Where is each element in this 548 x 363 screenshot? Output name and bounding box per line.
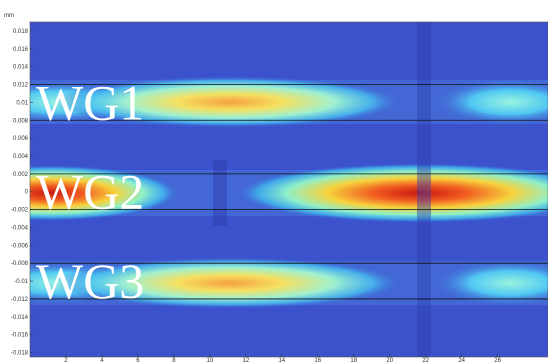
field-lobe <box>235 163 548 223</box>
x-tick-label: 2 <box>64 358 68 363</box>
y-tick-label: -0.01 <box>14 279 28 285</box>
field-lobe <box>55 257 405 309</box>
y-tick-label: -0.016 <box>11 333 29 339</box>
y-tick-label: 0.016 <box>13 47 29 53</box>
x-tick-label: 24 <box>458 358 465 363</box>
node-line <box>213 160 227 226</box>
y-tick-label: -0.014 <box>11 315 29 321</box>
x-tick-label: 20 <box>386 358 393 363</box>
field-lobe <box>430 78 548 126</box>
waveguide-label: WG1 <box>36 74 144 130</box>
waveguide-label: WG3 <box>36 253 144 309</box>
waveguide-label: WG2 <box>36 164 144 220</box>
y-tick-label: 0.004 <box>13 154 29 160</box>
x-tick-label: 16 <box>314 358 321 363</box>
plot-frame <box>29 21 548 358</box>
y-tick-label: 0.006 <box>13 136 29 142</box>
field-lobe <box>55 76 405 128</box>
field-lobe <box>30 165 180 221</box>
field-lobe <box>430 259 548 307</box>
y-tick-label: -0.012 <box>11 297 29 303</box>
y-tick-label: 0.014 <box>13 65 29 71</box>
node-line <box>417 22 431 357</box>
y-tick-label: 0.002 <box>13 172 29 178</box>
y-tick-label: 0.012 <box>13 83 29 89</box>
y-tick-label: -0.006 <box>11 243 29 249</box>
x-tick-label: 18 <box>350 358 357 363</box>
y-tick-label: 0.008 <box>13 118 29 124</box>
x-tick-label: 4 <box>100 358 104 363</box>
x-tick-label: 6 <box>136 358 140 363</box>
y-tick-label: -0.002 <box>11 208 29 214</box>
x-tick-label: 22 <box>422 358 429 363</box>
x-tick-label: 10 <box>207 358 214 363</box>
field <box>30 22 548 357</box>
x-tick-label: 26 <box>494 358 501 363</box>
y-tick-label: 0 <box>25 190 29 196</box>
y-tick-label: 0.018 <box>13 29 29 35</box>
y-tick-label: -0.004 <box>11 225 29 231</box>
y-unit: mm <box>4 13 14 19</box>
x-tick-label: 12 <box>242 358 249 363</box>
x-tick-label: 14 <box>278 358 285 363</box>
y-tick-label: -0.008 <box>11 261 29 267</box>
x-tick-label: 8 <box>172 358 176 363</box>
y-tick-label: -0.018 <box>11 351 29 357</box>
y-tick-label: 0.01 <box>16 100 28 106</box>
